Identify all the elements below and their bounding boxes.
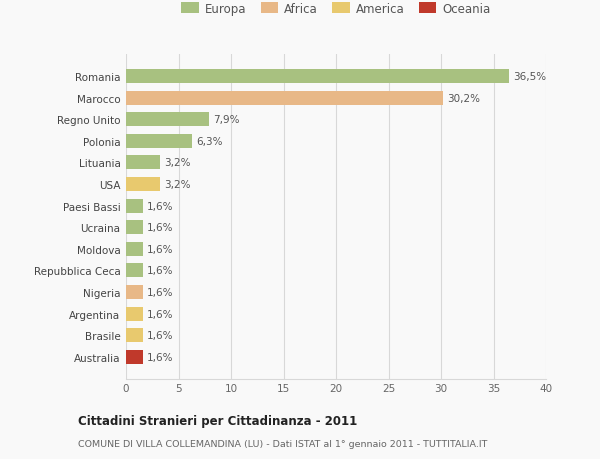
Bar	[126, 134, 192, 148]
Legend: Europa, Africa, America, Oceania: Europa, Africa, America, Oceania	[181, 3, 491, 16]
Text: 3,2%: 3,2%	[164, 158, 190, 168]
Bar	[126, 328, 143, 342]
Text: 1,6%: 1,6%	[147, 266, 173, 276]
Text: 3,2%: 3,2%	[164, 179, 190, 190]
Bar	[126, 178, 160, 191]
Bar	[126, 156, 160, 170]
Text: 1,6%: 1,6%	[147, 201, 173, 211]
Text: 1,6%: 1,6%	[147, 352, 173, 362]
Bar	[126, 199, 143, 213]
Text: Cittadini Stranieri per Cittadinanza - 2011: Cittadini Stranieri per Cittadinanza - 2…	[78, 414, 357, 428]
Bar	[126, 264, 143, 278]
Text: 7,9%: 7,9%	[213, 115, 239, 125]
Text: 36,5%: 36,5%	[514, 72, 547, 82]
Bar	[126, 307, 143, 321]
Text: 30,2%: 30,2%	[447, 93, 480, 103]
Text: COMUNE DI VILLA COLLEMANDINA (LU) - Dati ISTAT al 1° gennaio 2011 - TUTTITALIA.I: COMUNE DI VILLA COLLEMANDINA (LU) - Dati…	[78, 439, 487, 448]
Text: 1,6%: 1,6%	[147, 330, 173, 341]
Bar	[126, 350, 143, 364]
Text: 6,3%: 6,3%	[196, 136, 223, 146]
Bar	[126, 91, 443, 106]
Bar	[126, 70, 509, 84]
Bar	[126, 242, 143, 256]
Text: 1,6%: 1,6%	[147, 309, 173, 319]
Text: 1,6%: 1,6%	[147, 244, 173, 254]
Text: 1,6%: 1,6%	[147, 223, 173, 233]
Bar	[126, 285, 143, 299]
Bar	[126, 221, 143, 235]
Text: 1,6%: 1,6%	[147, 287, 173, 297]
Bar	[126, 113, 209, 127]
